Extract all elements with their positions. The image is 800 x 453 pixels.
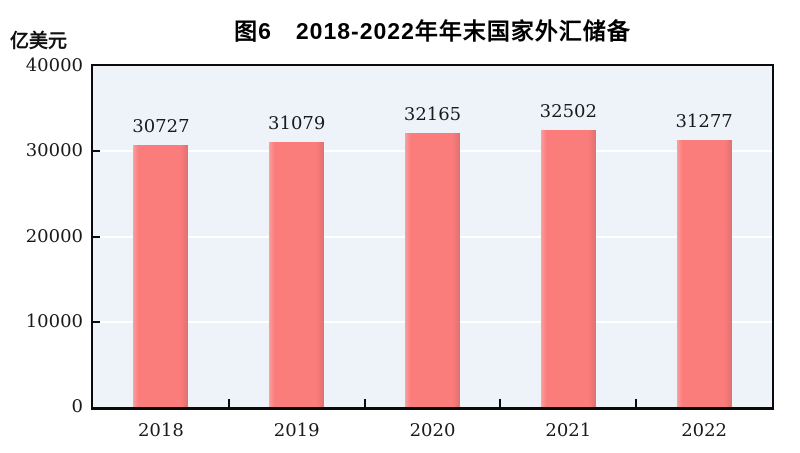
x-axis-category-label: 2021 bbox=[545, 420, 592, 441]
x-axis-tick bbox=[363, 399, 366, 407]
x-axis-category-label: 2020 bbox=[409, 420, 456, 441]
y-axis-tick-label: 30000 bbox=[25, 140, 83, 162]
bar-value-label: 31079 bbox=[268, 113, 326, 135]
x-axis-category-label: 2018 bbox=[137, 420, 184, 441]
bar-value-label: 32165 bbox=[403, 103, 462, 125]
bar-2022 bbox=[676, 140, 732, 407]
y-axis-tick bbox=[93, 150, 100, 153]
plot-area: 30727 31079 32165 32502 31277 bbox=[91, 64, 774, 410]
bar-2019 bbox=[269, 142, 325, 407]
y-axis-tick-label: 20000 bbox=[25, 225, 83, 247]
y-axis-tick bbox=[93, 320, 100, 323]
bar-value-label: 31277 bbox=[675, 111, 733, 133]
x-axis-tick bbox=[635, 399, 638, 407]
bar-2021 bbox=[540, 129, 596, 407]
y-axis-tick-label: 40000 bbox=[25, 55, 83, 76]
y-axis-unit-label: 亿美元 bbox=[10, 31, 68, 52]
x-axis-tick bbox=[499, 399, 502, 407]
y-axis-tick-label: 10000 bbox=[25, 310, 83, 332]
x-axis-tick bbox=[227, 399, 230, 407]
bar-value-label: 32502 bbox=[539, 100, 597, 122]
x-axis-category-label: 2022 bbox=[681, 420, 727, 441]
bar-2018 bbox=[133, 145, 189, 407]
bar-2020 bbox=[405, 132, 460, 407]
y-axis-tick-label: 0 bbox=[71, 396, 83, 417]
chart-title: 图6 2018-2022年年末国家外汇储备 bbox=[234, 18, 631, 44]
y-axis-tick bbox=[93, 235, 100, 238]
bar-value-label: 30727 bbox=[132, 116, 190, 138]
x-axis-category-label: 2019 bbox=[273, 420, 320, 441]
